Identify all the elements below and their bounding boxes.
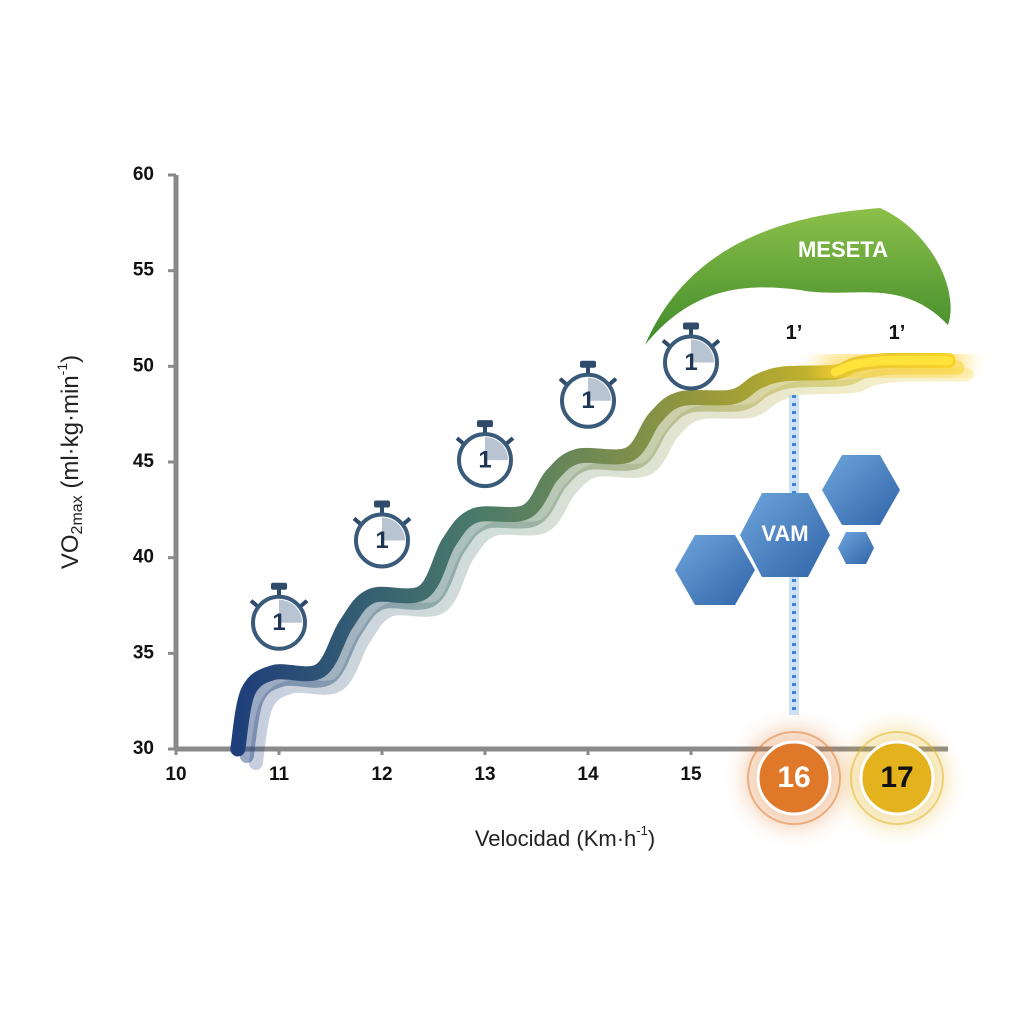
minute-label: 1’ xyxy=(786,322,803,344)
x-tick-label: 16 xyxy=(777,761,810,794)
stopwatch-label: 1 xyxy=(478,446,491,473)
y-tick-label: 60 xyxy=(133,164,154,185)
y-tick-label: 30 xyxy=(133,738,154,759)
stopwatch-label: 1 xyxy=(272,609,285,636)
hexagon xyxy=(822,455,900,525)
hexagon xyxy=(675,535,755,605)
stopwatch: 1 xyxy=(558,360,618,429)
vam-label: VAM xyxy=(761,521,808,546)
x-tick-label: 14 xyxy=(577,764,599,785)
x-tick-label: 17 xyxy=(880,761,913,794)
x-tick-label: 15 xyxy=(680,764,702,785)
plateau-curve xyxy=(830,355,953,377)
hexagon xyxy=(838,532,874,564)
stopwatch-quarter xyxy=(485,437,508,461)
stopwatch: 1 xyxy=(249,582,309,651)
y-tick-label: 35 xyxy=(133,642,155,663)
x-axis-label: Velocidad (Km·h-1) xyxy=(475,823,655,850)
stopwatch-quarter xyxy=(691,339,714,363)
minute-label: 1’ xyxy=(889,322,906,344)
curve-shadow xyxy=(248,367,974,770)
stopwatch-quarter xyxy=(382,517,405,541)
hexagon xyxy=(740,493,830,577)
curve xyxy=(230,352,956,757)
tick-badge xyxy=(756,740,832,816)
x-tick-label: 11 xyxy=(269,764,290,785)
stopwatch-button xyxy=(683,322,699,330)
tick-badge-ring xyxy=(850,731,944,825)
stopwatch-button xyxy=(374,500,390,508)
tick-badge xyxy=(859,740,935,816)
vam-group: VAM xyxy=(675,455,900,605)
x-tick-label: 12 xyxy=(371,764,392,785)
y-tick-label: 55 xyxy=(133,260,155,281)
stopwatch-label: 1 xyxy=(684,349,697,376)
y-axis-label: VO2max (ml·kg·min-1) xyxy=(54,355,87,569)
stopwatch: 1 xyxy=(352,500,412,569)
stopwatch-button xyxy=(477,420,493,428)
x-tick-label: 10 xyxy=(165,764,186,785)
x-tick-label: 13 xyxy=(474,764,495,785)
stopwatch: 1 xyxy=(661,322,721,391)
stopwatch-label: 1 xyxy=(581,387,594,414)
stopwatch-label: 1 xyxy=(375,527,388,554)
stopwatch-button xyxy=(580,360,596,368)
plateau-shape xyxy=(645,208,951,345)
y-tick-label: 50 xyxy=(133,355,154,376)
tick-badge-ring xyxy=(747,731,841,825)
stopwatch-quarter xyxy=(279,599,302,623)
stopwatch: 1 xyxy=(455,420,515,489)
stopwatch-quarter xyxy=(588,377,611,401)
stopwatch-button xyxy=(271,582,287,590)
plateau-label: MESETA xyxy=(798,237,888,262)
y-tick-label: 40 xyxy=(133,547,154,568)
y-tick-label: 45 xyxy=(133,451,155,472)
